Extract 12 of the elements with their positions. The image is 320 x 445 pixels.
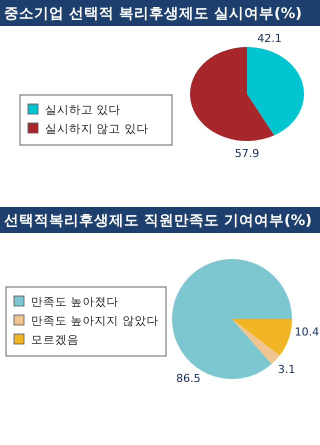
chart-title: 선택적복리후생제도 직원만족도 기여여부(%) xyxy=(4,213,312,229)
legend-label: 만족도 높아지지 않았다 xyxy=(31,314,158,328)
data-label: 57.9 xyxy=(234,147,260,160)
legend-label: 실시하고 있다 xyxy=(45,102,121,116)
legend-label: 만족도 높아졌다 xyxy=(31,294,119,308)
data-label: 3.1 xyxy=(278,363,296,376)
chart-title: 중소기업 선택적 복리후생제도 실시여부(%) xyxy=(4,6,302,22)
legend-label: 실시하지 않고 있다 xyxy=(45,122,148,136)
data-label: 86.5 xyxy=(176,372,201,385)
data-label: 10.4 xyxy=(294,326,320,339)
data-label: 42.1 xyxy=(257,32,282,45)
legend-label: 모르겠음 xyxy=(31,332,79,346)
